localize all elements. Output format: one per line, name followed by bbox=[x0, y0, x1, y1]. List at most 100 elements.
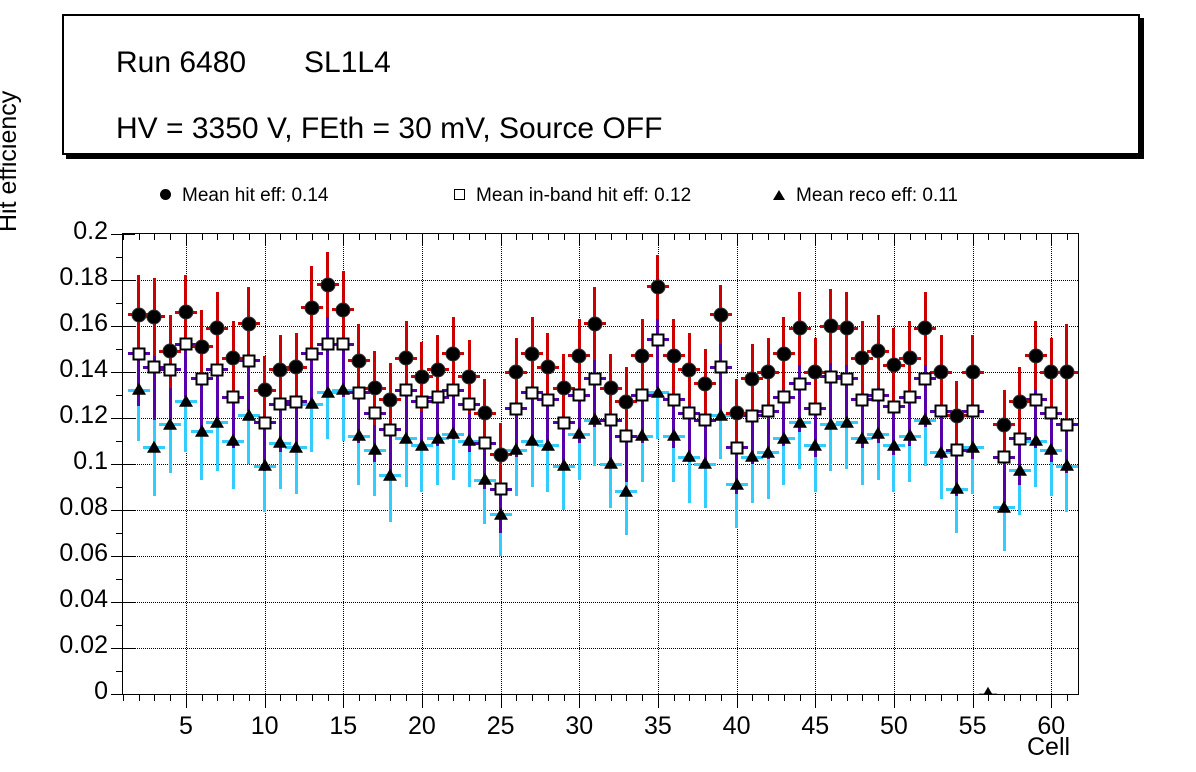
x-axis-minor-tick bbox=[642, 694, 644, 701]
data-point-inband-hit-eff bbox=[588, 372, 602, 386]
data-point-inband-hit-eff bbox=[399, 383, 413, 397]
data-point-reco-eff bbox=[792, 415, 807, 428]
data-point-hit-eff bbox=[730, 406, 744, 420]
data-point-reco-eff bbox=[194, 424, 209, 437]
data-point-hit-eff bbox=[808, 365, 822, 379]
x-axis-label: 40 bbox=[722, 712, 751, 740]
x-axis-tick-top bbox=[815, 234, 817, 245]
x-axis-minor-tick bbox=[720, 694, 722, 701]
data-point-hit-eff bbox=[541, 360, 555, 374]
x-axis-minor-tick-top bbox=[941, 234, 943, 240]
data-point-hit-eff bbox=[761, 365, 775, 379]
data-point-inband-hit-eff bbox=[1029, 393, 1043, 407]
y-axis-minor-tick bbox=[116, 533, 123, 534]
x-axis-tick-top bbox=[421, 234, 423, 245]
data-point-hit-eff bbox=[258, 383, 272, 397]
x-axis-minor-tick bbox=[123, 694, 124, 701]
data-point-inband-hit-eff bbox=[950, 443, 964, 457]
x-axis-tick bbox=[815, 694, 817, 708]
data-point-reco-eff bbox=[886, 438, 901, 451]
x-axis-minor-tick-top bbox=[1004, 234, 1006, 240]
data-point-reco-eff bbox=[462, 433, 477, 446]
data-point-reco-eff bbox=[147, 440, 162, 453]
x-axis-tick-top bbox=[500, 234, 502, 245]
x-axis-minor-tick bbox=[547, 694, 549, 701]
x-axis-tick-top bbox=[893, 234, 895, 245]
data-point-hit-eff bbox=[903, 351, 917, 365]
y-axis-label: 0.16 bbox=[59, 309, 108, 337]
x-axis-minor-tick bbox=[563, 694, 565, 701]
data-point-hit-eff bbox=[210, 321, 224, 335]
x-axis-minor-tick-top bbox=[594, 234, 596, 240]
data-point-inband-hit-eff bbox=[1060, 418, 1074, 432]
x-axis-minor-tick-top bbox=[783, 234, 785, 240]
x-axis-title: Cell bbox=[1027, 733, 1071, 761]
data-point-inband-hit-eff bbox=[368, 406, 382, 420]
x-axis-minor-tick-top bbox=[296, 234, 298, 240]
data-point-inband-hit-eff bbox=[745, 409, 759, 423]
data-point-inband-hit-eff bbox=[273, 397, 287, 411]
data-point-inband-hit-eff bbox=[840, 372, 854, 386]
x-axis-minor-tick bbox=[390, 694, 392, 701]
data-point-inband-hit-eff bbox=[682, 406, 696, 420]
data-point-inband-hit-eff bbox=[478, 436, 492, 450]
data-point-reco-eff bbox=[855, 431, 870, 444]
data-point-inband-hit-eff bbox=[667, 393, 681, 407]
data-point-hit-eff bbox=[824, 319, 838, 333]
x-axis-minor-tick bbox=[201, 694, 203, 701]
data-point-hit-eff bbox=[698, 377, 712, 390]
data-point-hit-eff bbox=[714, 308, 728, 321]
data-point-reco-eff bbox=[808, 438, 823, 451]
x-axis-minor-tick bbox=[248, 694, 250, 701]
data-point-reco-eff bbox=[603, 456, 618, 469]
x-axis-minor-tick bbox=[532, 694, 534, 701]
x-axis-minor-tick-top bbox=[752, 234, 754, 240]
legend-entry-inband-hit-eff: Mean in-band hit eff: 0.12 bbox=[442, 183, 691, 209]
gridline-horizontal bbox=[123, 648, 1078, 649]
data-point-hit-eff bbox=[289, 360, 303, 374]
x-axis-minor-tick-top bbox=[406, 234, 408, 240]
y-axis-label: 0.06 bbox=[59, 539, 108, 567]
x-axis-minor-tick-top bbox=[1035, 234, 1037, 240]
gridline-horizontal bbox=[123, 602, 1078, 603]
x-axis-minor-tick bbox=[154, 694, 156, 701]
x-axis-minor-tick-top bbox=[768, 234, 770, 240]
y-axis-minor-tick bbox=[116, 303, 123, 304]
data-point-hit-eff bbox=[793, 321, 807, 335]
y-axis-tick bbox=[111, 372, 123, 373]
gridline-vertical bbox=[343, 234, 345, 694]
data-point-inband-hit-eff bbox=[824, 370, 838, 384]
data-point-reco-eff bbox=[729, 477, 744, 490]
data-point-inband-hit-eff bbox=[1013, 432, 1027, 446]
data-point-reco-eff bbox=[414, 438, 429, 451]
data-point-inband-hit-eff bbox=[855, 393, 869, 407]
data-point-inband-hit-eff bbox=[887, 400, 901, 413]
data-point-hit-eff bbox=[336, 303, 350, 317]
x-axis-minor-tick bbox=[705, 694, 707, 701]
data-point-reco-eff bbox=[666, 429, 681, 442]
y-axis-title: Hit efficiency bbox=[0, 90, 22, 232]
y-axis-tick-inner bbox=[123, 372, 135, 373]
data-point-inband-hit-eff bbox=[163, 363, 177, 377]
data-point-reco-eff bbox=[635, 429, 650, 442]
data-point-inband-hit-eff bbox=[966, 404, 980, 418]
x-axis-minor-tick bbox=[909, 694, 911, 701]
x-axis-tick bbox=[736, 694, 738, 708]
y-axis-tick bbox=[111, 602, 123, 603]
y-axis-label: 0.02 bbox=[59, 631, 108, 659]
gridline-horizontal bbox=[123, 510, 1078, 511]
data-point-inband-hit-eff bbox=[808, 402, 822, 416]
x-axis-minor-tick-top bbox=[437, 234, 439, 240]
data-point-hit-eff bbox=[305, 301, 319, 315]
data-point-reco-eff bbox=[776, 431, 791, 444]
y-axis-tick-inner bbox=[123, 510, 135, 511]
y-axis-minor-tick bbox=[116, 487, 123, 488]
data-point-inband-hit-eff bbox=[541, 393, 555, 407]
data-point-hit-eff bbox=[525, 347, 539, 361]
data-point-inband-hit-eff bbox=[777, 390, 791, 404]
data-point-reco-eff bbox=[839, 415, 854, 428]
data-point-reco-eff bbox=[650, 385, 665, 398]
y-axis-tick-inner bbox=[123, 418, 135, 419]
data-point-hit-eff bbox=[273, 363, 287, 377]
x-axis-minor-tick-top bbox=[358, 234, 360, 240]
